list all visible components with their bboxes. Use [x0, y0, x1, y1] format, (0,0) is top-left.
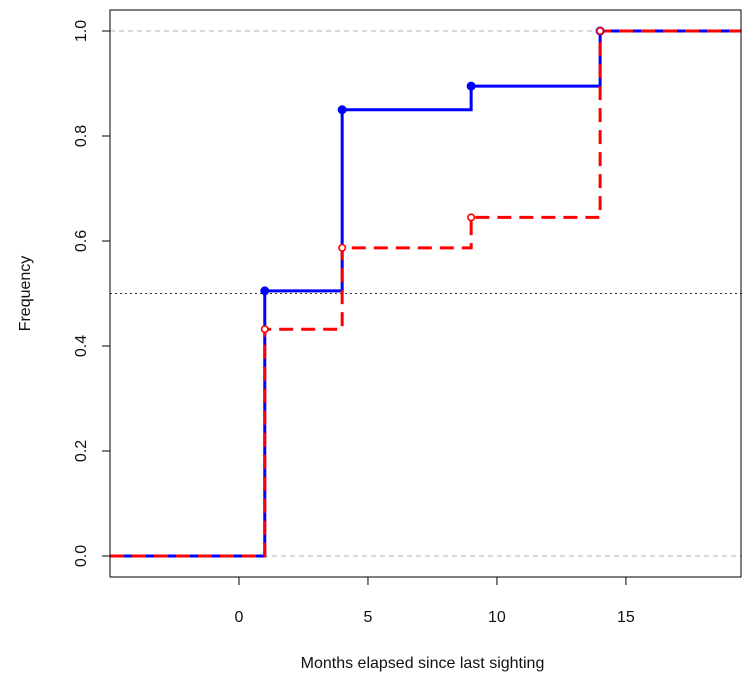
x-tick-label: 0 [235, 609, 244, 626]
y-tick-label: 0.2 [73, 440, 90, 462]
series-lines [110, 29, 741, 558]
series-2-point [338, 243, 347, 252]
series-points [260, 26, 605, 334]
series-2-point [467, 213, 476, 222]
plot-frame [109, 9, 742, 578]
x-tick-label: 15 [617, 609, 635, 626]
y-axis-title: Frequency [17, 256, 34, 332]
y-tick-label: 1.0 [73, 20, 90, 42]
y-axis: 0.0 0.2 0.4 0.6 0.8 1.0 [73, 20, 110, 567]
y-tick-label: 0.6 [73, 230, 90, 252]
series-1-point [466, 81, 476, 91]
y-tick-label: 0.0 [73, 545, 90, 567]
y-tick-label: 0.8 [73, 125, 90, 147]
series-2-point [596, 26, 605, 35]
x-axis-title: Months elapsed since last sighting [301, 655, 545, 672]
x-tick-label: 10 [488, 609, 506, 626]
x-axis: 0 5 10 15 [235, 577, 635, 626]
series-2-point [260, 325, 269, 334]
y-tick-label: 0.4 [73, 335, 90, 357]
series-1-point [337, 105, 347, 115]
x-tick-label: 5 [364, 609, 373, 626]
series-line-2 [110, 29, 741, 558]
series-1-point [260, 286, 270, 296]
